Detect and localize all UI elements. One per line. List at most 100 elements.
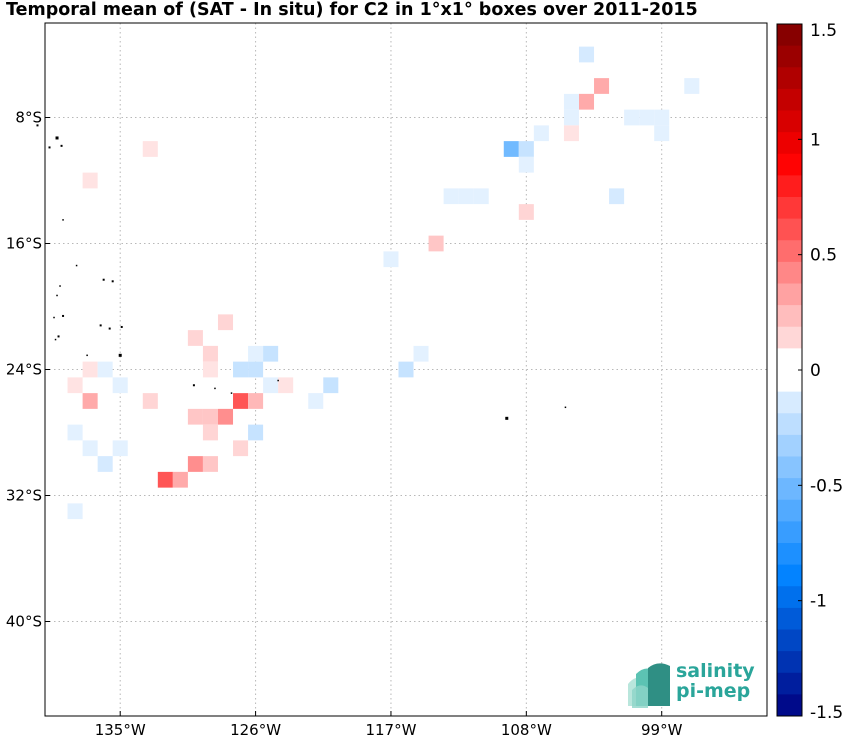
colorbar-tick-label: -1 bbox=[810, 592, 827, 612]
data-box bbox=[278, 377, 294, 394]
data-box bbox=[187, 408, 203, 425]
data-box bbox=[217, 408, 234, 425]
colorbar-segment bbox=[777, 651, 802, 674]
data-box bbox=[172, 471, 188, 488]
colorbar-segment bbox=[777, 88, 802, 111]
colorbar-segment bbox=[777, 175, 802, 198]
data-box bbox=[202, 424, 218, 441]
data-box bbox=[684, 78, 700, 94]
data-box bbox=[563, 93, 579, 110]
data-box bbox=[563, 109, 579, 126]
colorbar-segment bbox=[777, 413, 802, 436]
land-islands bbox=[36, 124, 567, 420]
data-box bbox=[263, 345, 279, 362]
latitude-tick-label: 40°S bbox=[6, 613, 42, 631]
data-box bbox=[248, 424, 264, 441]
data-box bbox=[142, 393, 158, 409]
colorbar-segment bbox=[777, 240, 802, 263]
data-box bbox=[518, 141, 534, 157]
data-box bbox=[308, 393, 324, 409]
colorbar-segment bbox=[777, 499, 802, 522]
colorbar-segment bbox=[777, 478, 802, 501]
colorbar bbox=[776, 23, 803, 717]
colorbar-tick-label: 0 bbox=[810, 361, 821, 381]
colorbar-segment bbox=[777, 456, 802, 479]
colorbar-segment bbox=[777, 261, 802, 284]
data-box bbox=[67, 424, 83, 441]
colorbar-segment bbox=[777, 24, 802, 47]
longitude-tick-label: 108°W bbox=[501, 721, 552, 739]
data-box bbox=[458, 188, 474, 205]
data-box bbox=[263, 377, 279, 394]
longitude-tick-label: 135°W bbox=[95, 721, 146, 739]
island bbox=[36, 124, 39, 127]
colorbar-segment bbox=[777, 45, 802, 68]
colorbar-segment bbox=[777, 218, 802, 241]
data-boxes bbox=[67, 46, 700, 520]
data-box bbox=[202, 361, 218, 378]
data-box bbox=[97, 456, 113, 472]
colorbar-segment bbox=[777, 348, 802, 371]
longitude-tick-label: 126°W bbox=[230, 721, 281, 739]
data-box bbox=[578, 93, 595, 110]
figure-title: Temporal mean of (SAT - In situ) for C2 … bbox=[6, 0, 698, 20]
data-box bbox=[654, 109, 670, 126]
colorbar-tick-label: 0.5 bbox=[810, 246, 837, 266]
data-box bbox=[202, 408, 218, 425]
data-box bbox=[248, 345, 264, 362]
colorbar-segment bbox=[777, 283, 802, 306]
longitude-ticks: 135°W 126°W 117°W 108°W 99°W bbox=[95, 711, 683, 739]
data-box bbox=[398, 361, 414, 378]
data-box bbox=[67, 377, 83, 394]
logo-text-salinity: salinity bbox=[676, 660, 755, 682]
colorbar-segment bbox=[777, 586, 802, 609]
colorbar-ticks: 1.5 1 0.5 0 -0.5 -1 -1.5 bbox=[798, 21, 843, 723]
data-box bbox=[518, 204, 534, 220]
data-box bbox=[323, 377, 339, 394]
island bbox=[230, 392, 233, 394]
colorbar-tick-label: 1 bbox=[810, 130, 821, 150]
waves-icon bbox=[628, 663, 670, 708]
island bbox=[48, 146, 51, 149]
island bbox=[99, 324, 102, 327]
colorbar-segment bbox=[777, 110, 802, 133]
island bbox=[75, 264, 78, 267]
colorbar-segment bbox=[777, 521, 802, 544]
island bbox=[86, 354, 88, 357]
island bbox=[118, 353, 122, 357]
latitude-tick-label: 16°S bbox=[6, 235, 42, 253]
colorbar-tick-label: -0.5 bbox=[810, 476, 843, 496]
island bbox=[54, 338, 57, 341]
colorbar-segment bbox=[777, 434, 802, 457]
island bbox=[108, 327, 111, 330]
island bbox=[214, 387, 216, 390]
data-box bbox=[503, 141, 519, 157]
data-box bbox=[112, 440, 128, 457]
island bbox=[56, 294, 58, 297]
data-box bbox=[428, 235, 444, 252]
colorbar-segment bbox=[777, 197, 802, 220]
island bbox=[59, 285, 61, 287]
colorbar-tick-label: -1.5 bbox=[810, 703, 843, 723]
data-box bbox=[443, 188, 459, 205]
colorbar-segment bbox=[777, 543, 802, 566]
data-box bbox=[202, 456, 218, 472]
salinity-pimep-logo: salinity pi-mep bbox=[626, 660, 766, 710]
colorbar-segment bbox=[777, 629, 802, 652]
data-box bbox=[413, 345, 429, 362]
data-box bbox=[233, 440, 249, 457]
graticule bbox=[45, 23, 767, 716]
colorbar-segment bbox=[777, 153, 802, 176]
data-box bbox=[639, 109, 655, 126]
colorbar-segment bbox=[777, 326, 802, 349]
colorbar-segment bbox=[777, 132, 802, 155]
data-box bbox=[518, 156, 534, 173]
logo-text-pimep: pi-mep bbox=[676, 680, 751, 702]
latitude-tick-label: 32°S bbox=[6, 487, 42, 505]
island bbox=[53, 316, 55, 319]
longitude-tick-label: 117°W bbox=[365, 721, 416, 739]
data-box bbox=[187, 456, 203, 472]
data-box bbox=[473, 188, 489, 205]
data-box bbox=[383, 251, 399, 268]
